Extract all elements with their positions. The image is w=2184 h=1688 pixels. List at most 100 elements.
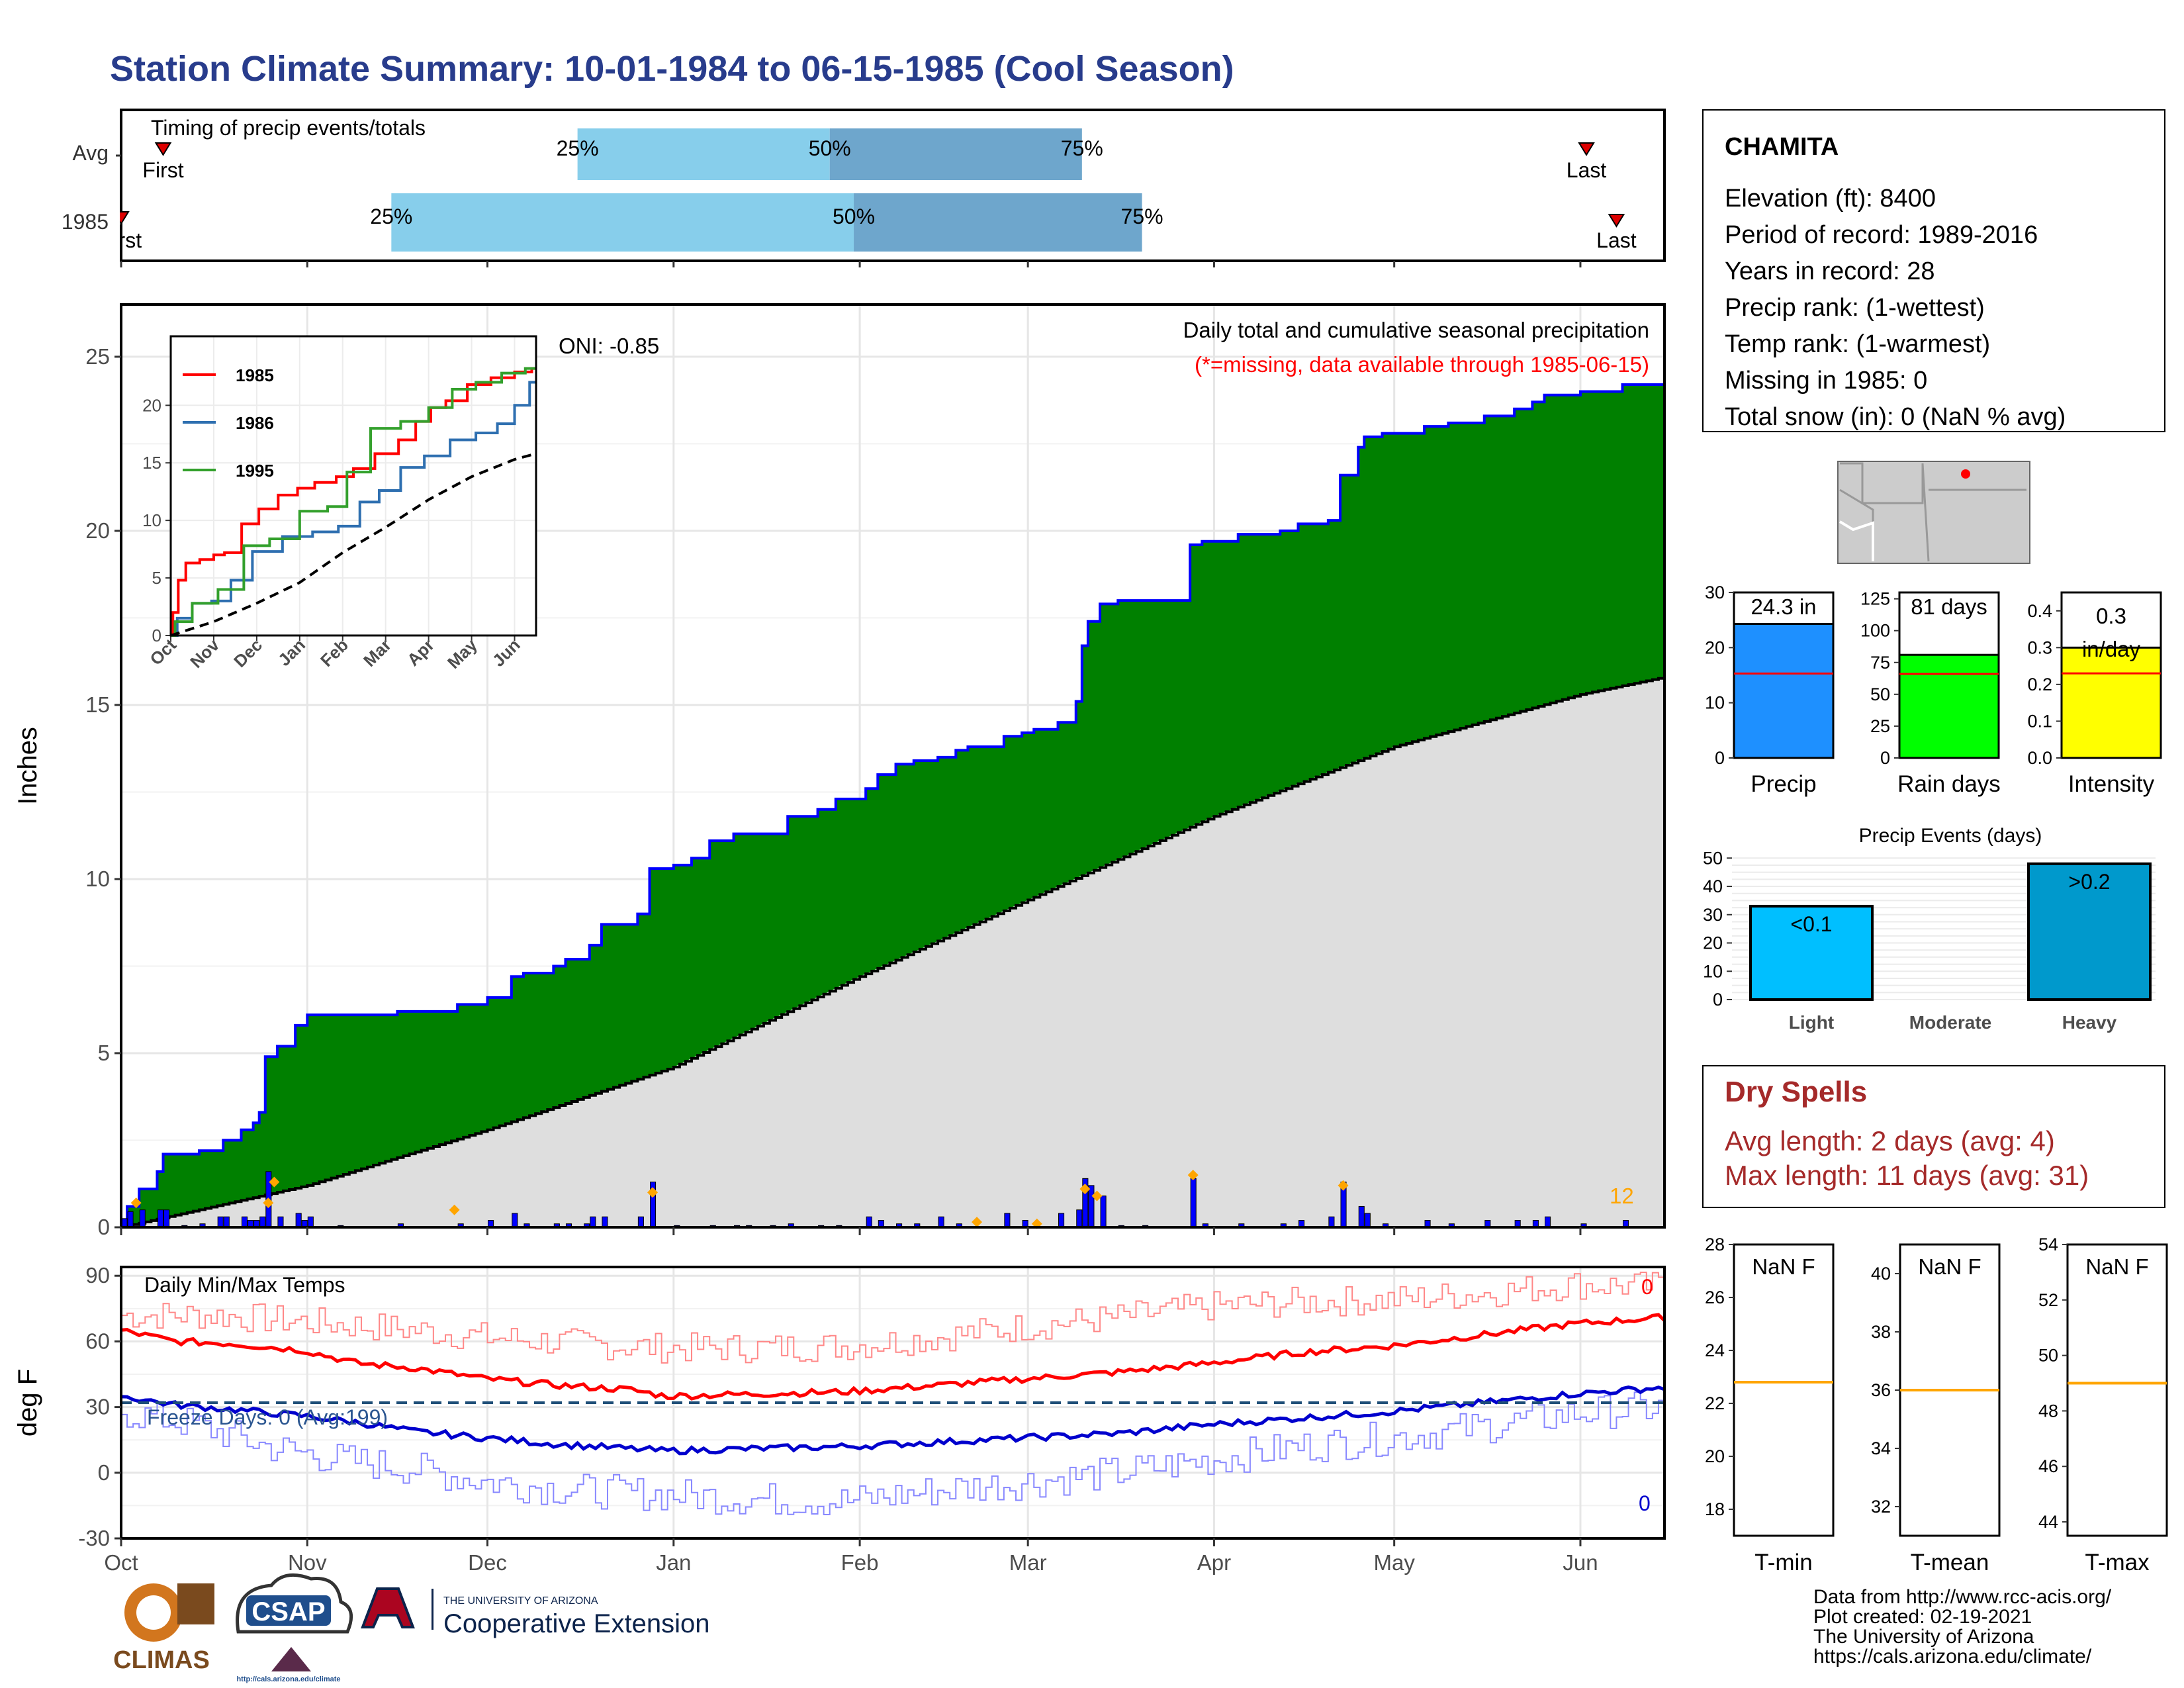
- university-logo: THE UNIVERSITY OF ARIZONA Cooperative Ex…: [361, 1587, 709, 1638]
- daily-precip-bar: [512, 1213, 518, 1228]
- daily-precip-bar: [307, 1216, 314, 1228]
- precip-ylabel: Inches: [13, 727, 42, 805]
- y-tick-label: 10: [85, 867, 110, 891]
- dry-spells-line: Max length: 11 days (avg: 31): [1725, 1160, 2089, 1191]
- events-y-tick-label: 20: [1703, 933, 1723, 953]
- timing-quantile-label: 25%: [370, 205, 412, 228]
- daily-precip-bar: [1076, 1209, 1083, 1228]
- summary-y-tick-label: 10: [1705, 693, 1725, 713]
- summary-y-tick-label: 0.1: [2027, 711, 2052, 731]
- events-y-tick-label: 40: [1703, 876, 1723, 896]
- timing-row-label-avg: Avg: [72, 141, 109, 165]
- summary-bar-value: 81 days: [1911, 594, 1987, 619]
- daily-precip-bar: [1004, 1213, 1011, 1228]
- cumulative-1985-area: [121, 384, 1664, 1227]
- daily-precip-bar: [127, 1211, 134, 1228]
- last-event-label: Last: [1567, 158, 1607, 182]
- timing-clip: [0, 199, 120, 258]
- y-tick-label: 60: [85, 1329, 110, 1353]
- oni-annotation: ONI: -0.85: [559, 334, 659, 358]
- csap-logo-text: CSAP: [251, 1597, 325, 1626]
- temp-summary-value: NaN F: [2085, 1254, 2148, 1279]
- temp-summary-y-tick-label: 24: [1705, 1340, 1725, 1360]
- summary-category-label: Rain days: [1897, 771, 2001, 797]
- summary-y-tick-label: 25: [1870, 716, 1890, 736]
- summary-y-tick-label: 0: [1715, 748, 1725, 768]
- min-temp-count: 0: [1639, 1491, 1651, 1515]
- daily-precip-bar: [217, 1216, 224, 1228]
- x-tick-label: Nov: [288, 1550, 327, 1575]
- temp-summary-y-tick-label: 36: [1871, 1380, 1891, 1400]
- csap-url: http://cals.arizona.edu/climate: [236, 1675, 340, 1683]
- last-event-marker: [1608, 214, 1625, 228]
- y-tick-label: 0: [98, 1215, 110, 1239]
- ua-small-text: THE UNIVERSITY OF ARIZONA: [443, 1595, 598, 1607]
- daily-precip-bar: [295, 1213, 302, 1228]
- precip-panel: Daily total and cumulative seasonal prec…: [13, 303, 1666, 1239]
- temperature-summary-bars: 18 20 22 24 26 28 NaN F T-min 32 34 36 38 40 NaN F T-m…: [1705, 1235, 2168, 1575]
- inset-y-tick-label: 20: [142, 395, 161, 415]
- timing-quantile-label: 25%: [557, 136, 599, 160]
- events-y-tick-label: 30: [1703, 905, 1723, 925]
- daily-precip-bar: [602, 1216, 608, 1228]
- summary-y-tick-label: 0.2: [2027, 675, 2052, 694]
- record-max-temp-line: [121, 1272, 1664, 1364]
- station-info-box: CHAMITA Elevation (ft): 8400 Period of r…: [1702, 109, 2165, 432]
- first-event-marker: [154, 142, 172, 156]
- events-y-tick-label: 50: [1703, 848, 1723, 868]
- record-min-temp-line: [121, 1391, 1664, 1515]
- climas-logo: CLIMAS: [113, 1583, 214, 1674]
- temp-summary-y-tick-label: 26: [1705, 1288, 1725, 1307]
- daily-record-marker: [647, 1187, 659, 1198]
- temp-summary-y-tick-label: 44: [2038, 1512, 2058, 1532]
- precip-corner-count: 12: [1610, 1184, 1634, 1208]
- timing-quantile-label: 75%: [1121, 205, 1163, 228]
- dry-spells-title: Dry Spells: [1725, 1076, 1867, 1108]
- summary-y-tick-label: 20: [1705, 637, 1725, 657]
- temp-summary-y-tick-label: 18: [1705, 1499, 1725, 1519]
- temp-summary-category-label: T-mean: [1911, 1550, 1989, 1575]
- credit-line: Plot created: 02-19-2021: [1813, 1606, 2032, 1628]
- event-category-label: Moderate: [1909, 1012, 1991, 1033]
- event-bar-label: <0.1: [1790, 912, 1832, 936]
- temp-summary-y-tick-label: 40: [1871, 1264, 1891, 1284]
- event-bar-light: [1749, 904, 1874, 1001]
- temp-summary-frame: [1733, 1243, 1835, 1537]
- temp-summary-y-tick-label: 50: [2038, 1346, 2058, 1366]
- daily-precip-bar: [1190, 1178, 1197, 1228]
- summary-bars: 0 10 20 30 24.3 in Precip 0 25 50 75 100 125 81 days…: [1705, 583, 2162, 797]
- daily-record-marker: [1091, 1190, 1103, 1201]
- temp-summary-y-tick-label: 54: [2038, 1235, 2058, 1254]
- inset-y-tick-label: 10: [142, 510, 161, 530]
- temp-summary-value: NaN F: [1918, 1254, 1981, 1279]
- page-title: Station Climate Summary: 10-01-1984 to 0…: [110, 49, 1234, 89]
- precip-events-title: Precip Events (days): [1859, 825, 2042, 847]
- timing-band-q50-q75: [829, 128, 1082, 180]
- precip-chart-title: Daily total and cumulative seasonal prec…: [1183, 318, 1649, 342]
- daily-record-marker: [263, 1197, 274, 1209]
- timing-panel: Timing of precip events/totals Avg 1985 …: [0, 109, 1666, 267]
- inset-y-tick-label: 0: [152, 626, 161, 645]
- csap-logo: CSAP http://cals.arizona.edu/climate: [236, 1573, 353, 1683]
- ua-big-text: Cooperative Extension: [443, 1609, 709, 1638]
- credit-line: The University of Arizona: [1813, 1626, 2034, 1648]
- y-tick-label: 15: [85, 692, 110, 717]
- summary-bar-value: in/day: [2082, 637, 2141, 661]
- avg-min-temp-line: [120, 1385, 1665, 1456]
- summary-bar-value: 24.3 in: [1751, 594, 1816, 619]
- daily-record-marker: [269, 1176, 280, 1188]
- y-tick-label: -30: [78, 1526, 110, 1550]
- max-temp-count: 0: [1641, 1275, 1653, 1299]
- inset-legend-label: 1986: [236, 413, 274, 433]
- y-tick-label: 0: [98, 1460, 110, 1485]
- timing-band-q25-q50: [391, 193, 854, 252]
- daily-record-marker: [130, 1197, 142, 1209]
- last-event-label: Last: [1596, 228, 1637, 252]
- summary-category-label: Precip: [1751, 771, 1816, 797]
- credits: Data from http://www.rcc-acis.org/ Plot …: [1813, 1586, 2112, 1667]
- timing-quantile-label: 75%: [1061, 136, 1103, 160]
- temp-summary-y-tick-label: 22: [1705, 1393, 1725, 1413]
- credit-line: Data from http://www.rcc-acis.org/: [1813, 1586, 2112, 1608]
- y-tick-label: 90: [85, 1263, 110, 1288]
